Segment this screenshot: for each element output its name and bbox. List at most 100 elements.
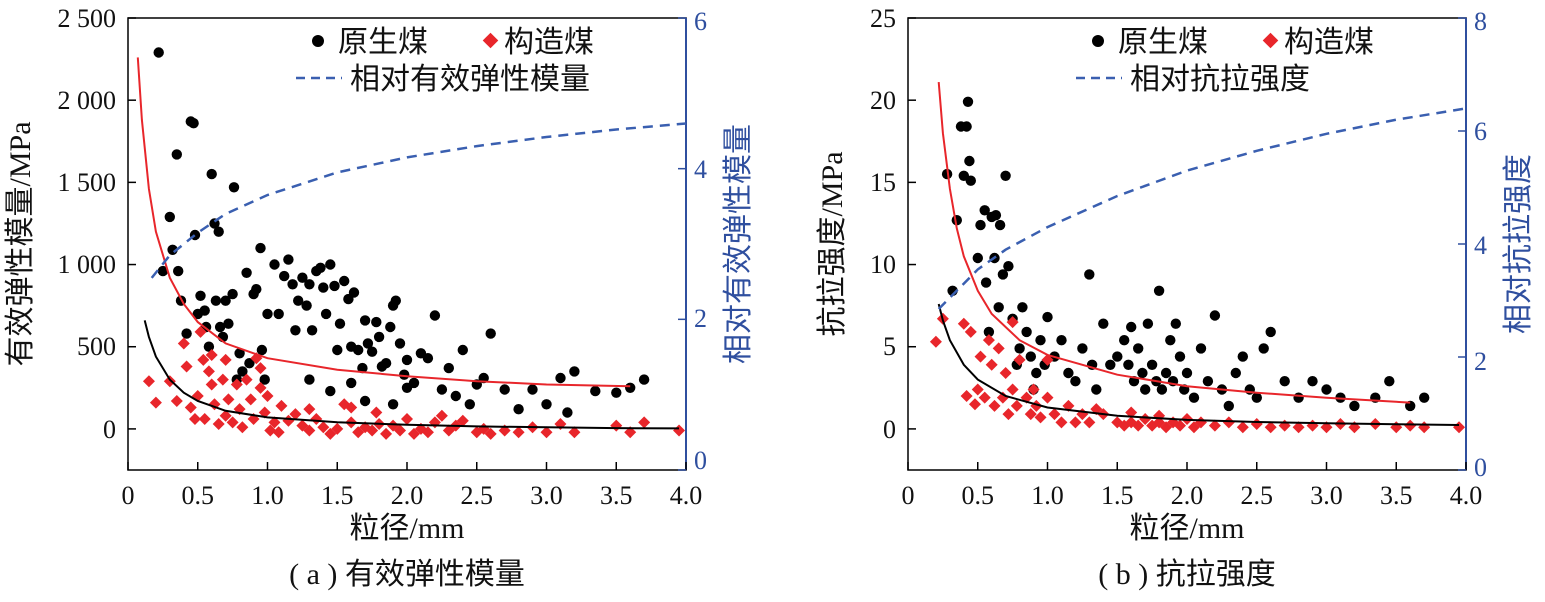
panel-a-x-axis-label: 粒径/mm — [349, 512, 464, 545]
primary-coal-point — [357, 362, 368, 374]
panel-a-x-tick: 3.5 — [600, 481, 633, 510]
panel-b-y-right-ticks: 0 2 4 6 8 — [1474, 7, 1487, 482]
primary-coal-point — [164, 211, 175, 223]
tectonic-coal-point — [435, 409, 448, 422]
primary-coal-point — [611, 387, 622, 398]
primary-coal-point — [206, 168, 217, 180]
primary-coal-point — [1209, 310, 1221, 321]
tectonic-coal-point — [188, 413, 201, 426]
primary-coal-point — [541, 399, 552, 410]
primary-coal-point — [329, 280, 340, 292]
panel-a-y-right-tick: 4 — [694, 155, 707, 184]
panel-b-y-tick: 25 — [870, 4, 896, 33]
panel-a-x-tick: 4.0 — [670, 481, 703, 510]
relative-curve-line — [937, 107, 1467, 310]
tectonic-coal-point — [401, 413, 413, 426]
tectonic-coal-point — [964, 325, 977, 338]
primary-coal-point — [157, 265, 169, 277]
primary-coal-point — [1112, 351, 1123, 362]
tectonic-coal-point — [310, 413, 323, 426]
tectonic-coal-point — [982, 334, 995, 347]
tectonic-coal-point — [1069, 416, 1082, 429]
primary-coal-point — [1202, 376, 1214, 387]
tectonic-fit-line — [143, 320, 680, 430]
primary-coal-point — [315, 262, 326, 273]
tectonic-fit-line — [937, 303, 1460, 426]
primary-coal-point — [171, 149, 182, 160]
panel-b: 0 0.5 1.0 1.5 2.0 2.5 3.0 3.5 4.0 0 5 10… — [816, 4, 1535, 591]
tectonic-coal-point — [236, 421, 249, 434]
primary-coal-point — [371, 316, 382, 328]
primary-coal-point — [983, 326, 995, 338]
primary-coal-point — [1017, 302, 1028, 313]
primary-coal-point — [214, 321, 226, 333]
primary-coal-point — [1056, 335, 1067, 346]
primary-coal-point — [1084, 269, 1095, 280]
panel-b-x-tick: 2.0 — [1171, 481, 1204, 510]
tectonic-coal-point — [198, 413, 211, 426]
tectonic-coal-point — [1453, 421, 1466, 434]
primary-coal-point — [237, 366, 248, 377]
tectonic-coal-point — [197, 353, 210, 366]
primary-coal-point — [1091, 384, 1102, 395]
primary-coal-point — [173, 265, 184, 277]
tectonic-coal-point — [957, 317, 970, 330]
tectonic-coal-point — [1306, 419, 1319, 432]
primary-coal-point — [1105, 359, 1116, 370]
primary-coal-point — [251, 284, 262, 295]
primary-coal-point — [1293, 392, 1304, 403]
primary-coal-point — [993, 302, 1004, 313]
tectonic-coal-point — [1208, 419, 1221, 432]
panel-b-x-tick: 2.5 — [1241, 481, 1274, 510]
primary-coal-point — [228, 182, 240, 193]
tectonic-coal-point — [540, 426, 553, 439]
primary-coal-point — [1003, 261, 1014, 272]
primary-coal-point — [979, 205, 990, 216]
tectonic-coal-point — [317, 421, 330, 434]
tectonic-coal-point — [1048, 408, 1061, 421]
panel-a-y-right-axis-label: 相对有效弹性模量 — [722, 124, 755, 364]
primary-coal-point — [293, 295, 304, 306]
tectonic-coal-point — [1002, 408, 1015, 421]
tectonic-coal-point — [1010, 399, 1023, 412]
panel-a-y-right-tick: 2 — [694, 304, 707, 333]
primary-coal-point — [269, 259, 280, 270]
primary-coal-point — [1230, 367, 1242, 379]
primary-coal-point — [1142, 318, 1154, 329]
primary-coal-point — [325, 259, 336, 270]
tectonic-coal-point — [1418, 421, 1431, 434]
panel-b-marks — [907, 17, 1467, 471]
tectonic-coal-point — [163, 375, 176, 388]
panel-a-x-tick: 0 — [122, 481, 135, 510]
legend-label-primary-coal: 原生煤 — [1118, 26, 1208, 59]
panel-b-y-axis-label: 抗拉强度/MPa — [816, 151, 849, 336]
tectonic-coal-point — [1027, 383, 1040, 396]
primary-coal-point — [256, 344, 268, 356]
tectonic-coal-point — [1278, 419, 1291, 432]
primary-coal-point — [638, 374, 650, 385]
primary-coal-point — [555, 372, 566, 384]
panel-b-x-tick: 0 — [902, 481, 915, 510]
tectonic-coal-point — [1139, 413, 1152, 426]
primary-coal-point — [259, 374, 270, 385]
tectonic-coal-point — [345, 401, 358, 414]
tectonic-coal-point — [142, 375, 155, 388]
primary-coal-point — [1070, 376, 1081, 387]
primary-coal-point — [401, 382, 413, 393]
primary-coal-point — [287, 279, 298, 290]
tectonic-coal-point — [1132, 419, 1145, 432]
tectonic-coal-point — [1153, 409, 1166, 422]
panel-a-caption: ( a ) 有效弹性模量 — [289, 558, 525, 591]
tectonic-coal-point — [456, 414, 469, 427]
primary-coal-point — [1014, 343, 1025, 354]
panel-a-x-tick: 2.0 — [391, 481, 424, 510]
primary-coal-point — [1349, 400, 1360, 412]
tectonic-coal-point — [194, 325, 207, 338]
tectonic-coal-point — [999, 367, 1012, 380]
primary-coal-point — [244, 358, 255, 369]
primary-coal-point — [1174, 351, 1186, 362]
tectonic-coal-point — [960, 390, 973, 403]
primary-coal-point — [975, 219, 986, 231]
panel-a-x-tick: 0.5 — [182, 481, 215, 510]
